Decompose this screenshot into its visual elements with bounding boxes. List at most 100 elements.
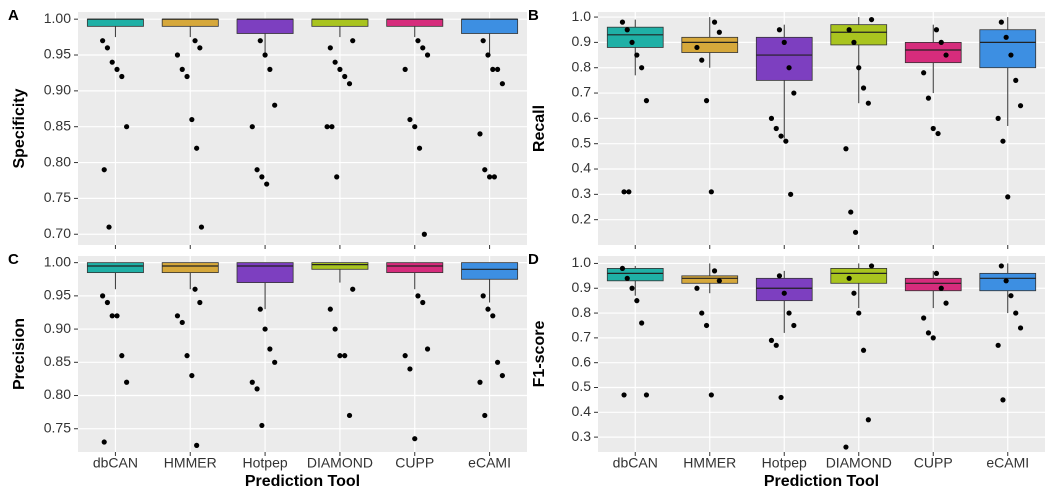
data-point bbox=[626, 189, 632, 195]
data-point bbox=[938, 39, 944, 45]
data-point bbox=[703, 98, 710, 104]
box bbox=[755, 277, 813, 302]
plot-background bbox=[78, 12, 527, 245]
data-point bbox=[259, 174, 265, 180]
y-tick-label: 0.90 bbox=[44, 320, 71, 336]
data-point bbox=[346, 81, 353, 87]
data-point bbox=[856, 65, 862, 71]
data-point bbox=[843, 146, 849, 152]
data-point bbox=[415, 293, 421, 299]
y-tick-label: 0.4 bbox=[572, 403, 592, 419]
data-point bbox=[262, 326, 268, 332]
data-point bbox=[259, 422, 265, 429]
data-point bbox=[694, 44, 700, 51]
y-tick-label: 0.80 bbox=[44, 153, 71, 169]
data-point bbox=[643, 392, 650, 398]
data-point bbox=[629, 39, 635, 45]
data-point bbox=[491, 174, 497, 180]
data-point bbox=[420, 299, 426, 306]
data-point bbox=[694, 285, 700, 291]
data-point bbox=[778, 133, 784, 139]
y-tick-label: 0.75 bbox=[44, 419, 71, 435]
data-point bbox=[938, 285, 944, 291]
box bbox=[904, 41, 962, 64]
data-point bbox=[272, 359, 278, 365]
data-point bbox=[778, 394, 784, 401]
data-point bbox=[1017, 103, 1024, 109]
data-point bbox=[708, 392, 714, 398]
data-point bbox=[350, 286, 356, 292]
x-tick-label: HMMER bbox=[683, 455, 736, 471]
y-tick-label: 1.0 bbox=[572, 254, 592, 270]
data-point bbox=[332, 59, 338, 65]
data-point bbox=[619, 265, 626, 272]
data-point bbox=[327, 45, 333, 51]
y-tick-label: 0.90 bbox=[44, 82, 71, 98]
data-point bbox=[699, 57, 705, 63]
data-point bbox=[412, 124, 418, 130]
plot-background bbox=[598, 12, 1045, 245]
data-point bbox=[267, 346, 273, 352]
data-point bbox=[788, 191, 794, 197]
y-tick-label: 0.85 bbox=[44, 117, 71, 133]
data-point bbox=[494, 359, 501, 365]
box bbox=[830, 268, 888, 284]
data-point bbox=[192, 286, 198, 292]
data-point bbox=[249, 124, 255, 130]
data-point bbox=[257, 306, 263, 312]
y-tick-label: 0.70 bbox=[44, 225, 71, 241]
data-point bbox=[480, 293, 486, 299]
data-point bbox=[711, 268, 718, 274]
data-point bbox=[776, 27, 783, 33]
box bbox=[830, 24, 888, 46]
data-point bbox=[482, 167, 488, 173]
data-point bbox=[933, 270, 940, 276]
y-tick-label: 0.80 bbox=[44, 386, 71, 402]
data-point bbox=[634, 52, 640, 58]
data-point bbox=[868, 16, 875, 23]
data-point bbox=[424, 346, 431, 352]
data-point bbox=[699, 310, 705, 316]
data-point bbox=[100, 38, 106, 44]
data-point bbox=[925, 95, 932, 101]
data-point bbox=[420, 45, 426, 51]
data-point bbox=[995, 342, 1001, 348]
data-point bbox=[184, 353, 190, 359]
data-point bbox=[998, 19, 1004, 25]
data-point bbox=[490, 313, 496, 319]
data-point bbox=[412, 436, 418, 442]
box bbox=[904, 277, 962, 292]
data-point bbox=[337, 66, 343, 72]
data-point bbox=[852, 229, 859, 235]
data-point bbox=[194, 145, 200, 151]
data-point bbox=[254, 386, 260, 392]
data-point bbox=[499, 81, 505, 87]
data-point bbox=[101, 167, 107, 173]
box bbox=[86, 262, 144, 274]
data-point bbox=[791, 90, 797, 96]
data-point bbox=[624, 275, 630, 281]
data-point bbox=[711, 19, 718, 25]
data-point bbox=[494, 66, 501, 72]
data-point bbox=[634, 298, 640, 304]
y-tick-label: 0.2 bbox=[572, 210, 592, 226]
y-tick-label: 0.5 bbox=[572, 134, 592, 150]
data-point bbox=[106, 224, 112, 230]
y-tick-label: 0.6 bbox=[572, 353, 592, 369]
box bbox=[461, 18, 519, 34]
data-point bbox=[868, 263, 875, 269]
data-point bbox=[773, 125, 779, 132]
data-point bbox=[254, 167, 260, 173]
data-point bbox=[1008, 52, 1014, 58]
data-point bbox=[1017, 325, 1024, 331]
box bbox=[236, 262, 294, 283]
data-point bbox=[1000, 138, 1006, 144]
box bbox=[681, 275, 739, 284]
data-point bbox=[768, 115, 775, 121]
data-point bbox=[424, 52, 431, 58]
box bbox=[461, 262, 519, 280]
x-tick-label: DIAMOND bbox=[307, 455, 373, 471]
data-point bbox=[485, 52, 491, 58]
box bbox=[606, 26, 664, 48]
